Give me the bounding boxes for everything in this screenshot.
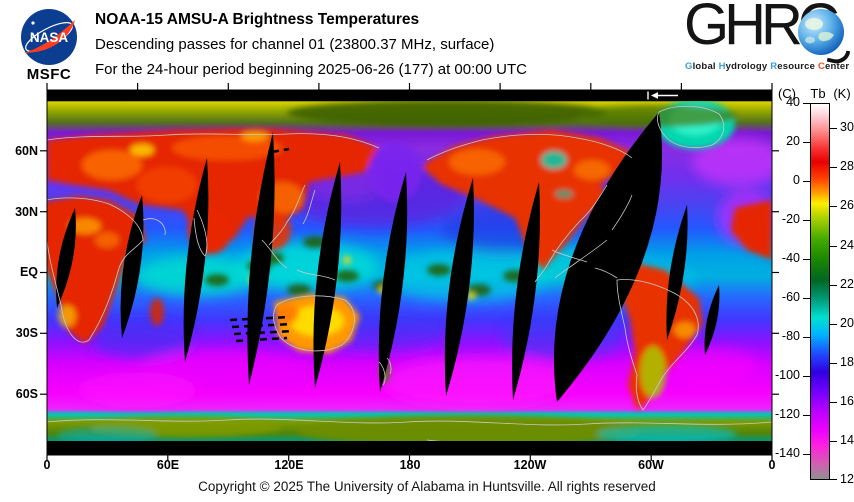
kelvin-label: 300 xyxy=(840,120,854,134)
ghrc-tagline: Global Hydrology Resource Center xyxy=(685,61,850,72)
colorbar-tick xyxy=(830,128,837,129)
celsius-label: -60 xyxy=(781,290,800,304)
lon-label-0w: 0 xyxy=(768,458,776,472)
celsius-label: -40 xyxy=(781,251,800,265)
kelvin-label: 260 xyxy=(840,198,854,212)
celsius-label: -140 xyxy=(774,446,800,460)
colorbar-tick xyxy=(803,259,810,260)
title-block: NOAA-15 AMSU-A Brightness Temperatures D… xyxy=(95,7,527,82)
brightness-temperature-map xyxy=(40,83,779,461)
celsius-label: 40 xyxy=(786,95,800,109)
no-data-strip-bottom xyxy=(47,441,772,455)
kelvin-label: 220 xyxy=(840,277,854,291)
lat-label-30n: 30N xyxy=(15,205,38,219)
missing-scanline-dashes xyxy=(229,147,295,343)
colorbar-tick xyxy=(803,103,810,104)
colorbar-tick xyxy=(803,298,810,299)
celsius-label: 0 xyxy=(793,173,800,187)
lat-label-30s: 30S xyxy=(15,326,38,340)
colorbar-celsius-header: (C) xyxy=(777,86,797,101)
lon-label-60w: 60W xyxy=(638,458,664,472)
nasa-logo-text: NASA xyxy=(30,30,69,45)
axis-ticks xyxy=(40,83,779,461)
lon-label-120e: 120E xyxy=(274,458,304,472)
ghrc-globe-icon xyxy=(798,9,844,55)
celsius-label: -120 xyxy=(774,407,800,421)
kelvin-label: 180 xyxy=(840,355,854,369)
copyright: Copyright © 2025 The University of Alaba… xyxy=(198,479,656,494)
kelvin-label: 240 xyxy=(840,238,854,252)
channel-subtitle: Descending passes for channel 01 (23800.… xyxy=(95,36,495,53)
colorbar-tb-header: Tb xyxy=(810,86,826,101)
celsius-label: 20 xyxy=(786,134,800,148)
colorbar-tick xyxy=(830,206,837,207)
pass-start-arrow-icon xyxy=(647,91,678,100)
colorbar-tick xyxy=(803,376,810,377)
colorbar-tick xyxy=(803,142,810,143)
kelvin-label: 280 xyxy=(840,159,854,173)
tagline-initial-c: C xyxy=(817,61,826,72)
celsius-label: -100 xyxy=(774,368,800,382)
lon-label-180: 180 xyxy=(399,458,421,472)
nasa-meatball-icon: NASA xyxy=(21,9,77,65)
colorbar xyxy=(810,103,830,480)
page-title: NOAA-15 AMSU-A Brightness Temperatures xyxy=(95,11,420,28)
tagline-initial-h: H xyxy=(718,61,726,72)
colorbar-tick xyxy=(830,441,837,442)
no-data-strip-top xyxy=(47,90,772,101)
lon-label-120w: 120W xyxy=(513,458,547,472)
lat-label-60n: 60N xyxy=(15,144,38,158)
nasa-logo: NASA MSFC xyxy=(10,4,88,84)
colorbar-tick xyxy=(830,402,837,403)
colorbar-tick xyxy=(830,167,837,168)
kelvin-label: 140 xyxy=(840,433,854,447)
tagline-initial-r: R xyxy=(770,61,778,72)
colorbar-tick xyxy=(803,454,810,455)
period-subtitle: For the 24-hour period beginning 2025-06… xyxy=(95,61,527,78)
kelvin-label: 200 xyxy=(840,316,854,330)
kelvin-label: 160 xyxy=(840,394,854,408)
celsius-label: -20 xyxy=(781,212,800,226)
colorbar-tick xyxy=(803,415,810,416)
tagline-initial-g: G xyxy=(685,61,693,72)
colorbar-tick xyxy=(803,337,810,338)
colorbar-tick xyxy=(803,181,810,182)
lat-label-eq: EQ xyxy=(19,265,38,279)
colorbar-tick xyxy=(830,246,837,247)
data-gap-swaths xyxy=(56,112,720,402)
kelvin-label: 120 xyxy=(840,472,854,486)
msfc-label: MSFC xyxy=(26,66,72,83)
colorbar-tick xyxy=(830,363,837,364)
lon-label-60e: 60E xyxy=(156,458,180,472)
map-frame xyxy=(46,89,773,456)
ghrc-logo: G H R C Global Hydrology Resource Center xyxy=(684,0,852,78)
colorbar-tick xyxy=(803,220,810,221)
colorbar-tick xyxy=(830,479,837,480)
colorbar-kelvin-header: (K) xyxy=(833,86,851,101)
colorbar-tick xyxy=(830,324,837,325)
lat-label-60s: 60S xyxy=(15,387,38,401)
lon-label-0e: 0 xyxy=(43,458,51,472)
celsius-label: -80 xyxy=(781,329,800,343)
colorbar-tick xyxy=(830,285,837,286)
